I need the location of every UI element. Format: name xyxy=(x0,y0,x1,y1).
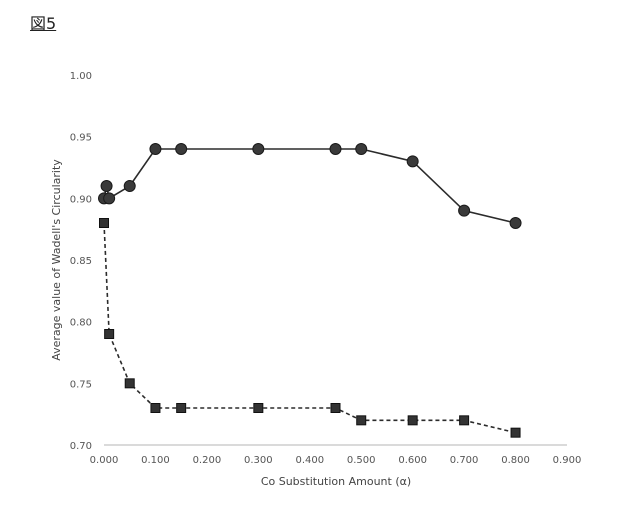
y-tick-label: 0.85 xyxy=(70,256,92,267)
data-point xyxy=(104,193,115,204)
x-tick-label: 0.200 xyxy=(193,455,222,466)
data-point xyxy=(331,404,340,413)
data-point xyxy=(150,144,161,155)
y-tick-label: 0.70 xyxy=(70,441,92,452)
data-point xyxy=(105,330,114,339)
data-point xyxy=(101,181,112,192)
data-point xyxy=(511,428,520,437)
y-tick-label: 0.80 xyxy=(70,318,92,329)
data-point xyxy=(408,416,417,425)
data-point xyxy=(510,218,521,229)
x-tick-label: 0.300 xyxy=(244,455,273,466)
chart-ticks: 0.0000.1000.2000.3000.4000.5000.6000.700… xyxy=(70,71,582,466)
chart-series xyxy=(99,144,522,438)
data-point xyxy=(330,144,341,155)
data-point xyxy=(253,144,264,155)
data-point xyxy=(151,404,160,413)
series-2-line xyxy=(104,223,516,433)
y-axis-label: Average value of Wadell's Circularity xyxy=(50,159,63,361)
data-point xyxy=(177,404,186,413)
series-2 xyxy=(100,219,521,438)
y-tick-label: 0.90 xyxy=(70,194,92,205)
x-tick-label: 0.100 xyxy=(141,455,170,466)
data-point xyxy=(460,416,469,425)
x-tick-label: 0.900 xyxy=(553,455,582,466)
x-tick-label: 0.500 xyxy=(347,455,376,466)
y-tick-label: 0.75 xyxy=(70,379,92,390)
x-tick-label: 0.000 xyxy=(90,455,119,466)
series-1 xyxy=(99,144,522,229)
data-point xyxy=(357,416,366,425)
data-point xyxy=(100,219,109,228)
x-axis-label: Co Substitution Amount (α) xyxy=(261,475,411,488)
series-1-line xyxy=(104,149,516,223)
y-tick-label: 1.00 xyxy=(70,71,92,82)
x-tick-label: 0.600 xyxy=(398,455,427,466)
y-tick-label: 0.95 xyxy=(70,133,92,144)
data-point xyxy=(356,144,367,155)
data-point xyxy=(254,404,263,413)
data-point xyxy=(176,144,187,155)
x-tick-label: 0.800 xyxy=(501,455,530,466)
data-point xyxy=(125,379,134,388)
data-point xyxy=(407,156,418,167)
x-tick-label: 0.700 xyxy=(450,455,479,466)
x-tick-label: 0.400 xyxy=(295,455,324,466)
data-point xyxy=(124,181,135,192)
data-point xyxy=(459,205,470,216)
